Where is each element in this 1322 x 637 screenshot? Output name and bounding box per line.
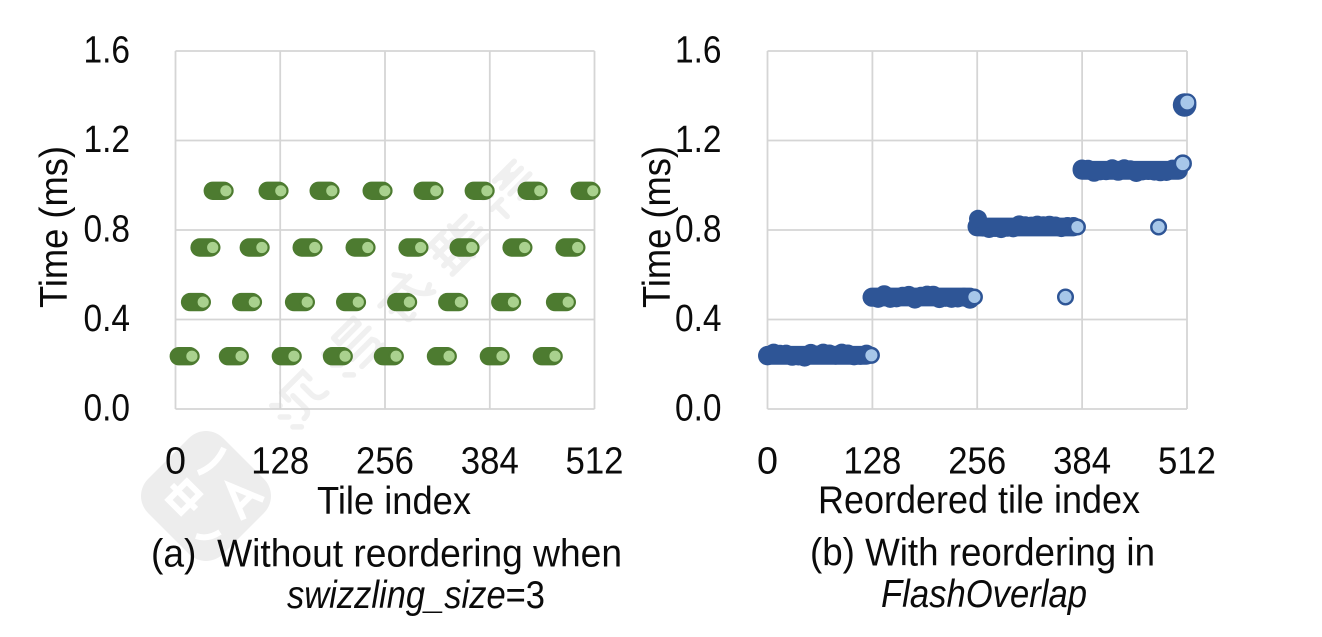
svg-text:256: 256 <box>948 441 1006 483</box>
svg-text:0: 0 <box>757 441 778 483</box>
svg-text:0.4: 0.4 <box>675 298 722 340</box>
svg-text:0.0: 0.0 <box>84 387 131 429</box>
svg-text:Time (ms): Time (ms) <box>636 146 679 308</box>
svg-text:512: 512 <box>566 441 624 483</box>
svg-text:0.8: 0.8 <box>675 208 722 250</box>
svg-text:128: 128 <box>843 441 901 483</box>
svg-text:1.6: 1.6 <box>675 29 722 71</box>
svg-text:Time (ms): Time (ms) <box>33 146 76 308</box>
svg-text:384: 384 <box>1053 441 1111 483</box>
svg-text:256: 256 <box>356 441 414 483</box>
svg-text:0.4: 0.4 <box>84 298 131 340</box>
svg-text:(a) Without reordering when: (a) Without reordering when <box>151 533 622 576</box>
svg-text:0.8: 0.8 <box>84 208 131 250</box>
svg-text:(b) With reordering in: (b) With reordering in <box>810 532 1155 575</box>
svg-text:128: 128 <box>251 441 309 483</box>
svg-text:swizzling_size=3: swizzling_size=3 <box>287 574 545 617</box>
svg-text:0: 0 <box>165 441 186 483</box>
svg-text:384: 384 <box>461 441 519 483</box>
svg-text:Reordered tile index: Reordered tile index <box>818 479 1140 522</box>
svg-text:1.2: 1.2 <box>84 119 131 161</box>
svg-text:1.2: 1.2 <box>675 119 722 161</box>
svg-text:0.0: 0.0 <box>675 387 722 429</box>
svg-text:FlashOverlap: FlashOverlap <box>881 573 1087 616</box>
svg-text:1.6: 1.6 <box>84 29 131 71</box>
svg-text:Tile index: Tile index <box>317 480 471 523</box>
svg-text:512: 512 <box>1158 441 1216 483</box>
